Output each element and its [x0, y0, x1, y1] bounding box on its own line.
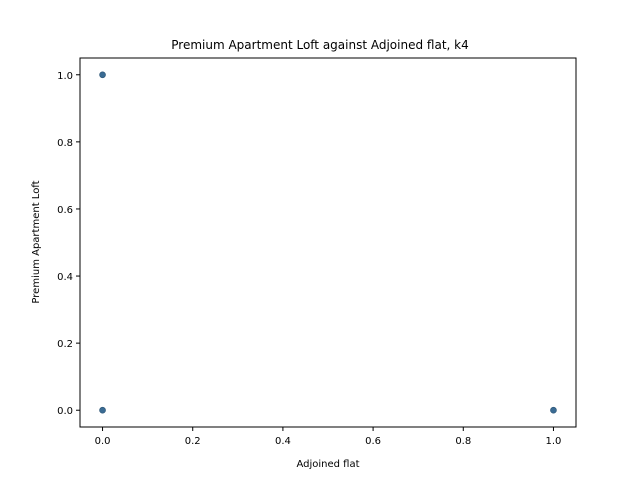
- x-axis-label: Adjoined flat: [296, 459, 359, 470]
- y-axis: 0.0 0.2 0.4 0.6 0.8 1.0: [57, 71, 80, 417]
- x-tick-label: 0.6: [365, 436, 381, 447]
- x-axis: 0.0 0.2 0.4 0.6 0.8 1.0: [95, 427, 562, 447]
- x-tick-label: 0.2: [185, 436, 201, 447]
- y-tick-label: 0.2: [57, 339, 73, 350]
- y-tick-label: 0.4: [57, 272, 73, 283]
- y-tick-label: 1.0: [57, 71, 73, 82]
- y-tick-label: 0.8: [57, 138, 73, 149]
- y-axis-label: Premium Apartment Loft: [31, 180, 42, 303]
- x-tick-label: 0.4: [275, 436, 291, 447]
- chart-title: Premium Apartment Loft against Adjoined …: [171, 38, 469, 52]
- x-tick-label: 0.0: [95, 436, 111, 447]
- scatter-point: [99, 406, 106, 414]
- scatter-point: [99, 71, 106, 79]
- data-points: [99, 71, 557, 414]
- y-tick-label: 0.0: [57, 406, 73, 417]
- plot-area: [79, 57, 577, 428]
- x-tick-label: 0.8: [455, 436, 471, 447]
- scatter-point: [550, 406, 557, 414]
- x-tick-label: 1.0: [546, 436, 562, 447]
- y-tick-label: 0.6: [57, 205, 73, 216]
